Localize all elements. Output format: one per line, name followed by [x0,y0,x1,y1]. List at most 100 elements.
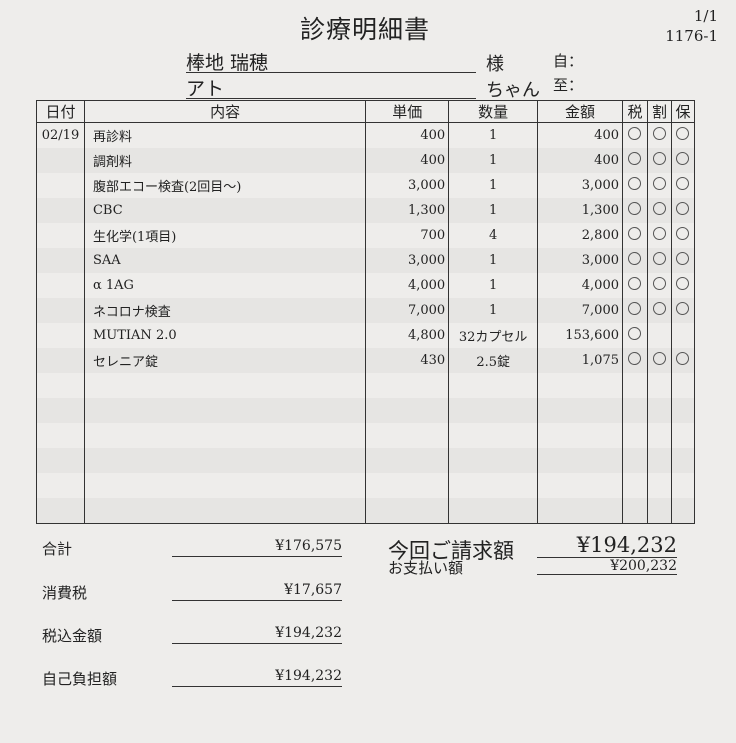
amount-cell: 153,600 [537,323,623,348]
circle-mark-icon [652,277,666,290]
empty-cell [670,398,696,423]
from-label: 自： [553,52,584,70]
empty-cell [646,423,672,448]
page-info: 1/1 1176-1 [665,6,718,46]
empty-cell [36,498,85,524]
price-cell: 3,000 [365,248,450,273]
amount-cell: 7,000 [537,298,623,323]
circle-mark-icon [676,252,690,265]
empty-cell [646,398,672,423]
amount-cell: 1,075 [537,348,623,373]
quantity-cell: 1 [448,273,539,298]
detail-table: 日付 内容 単価 数量 金額税割保 02/19 再診料 400 1 400 調剤料 40… [36,100,696,524]
price-cell: 400 [365,122,450,148]
table-row: 生化学(1項目) 700 4 2,800 [36,223,696,248]
column-header: 日付 [36,100,85,123]
empty-cell [670,473,696,498]
quantity-cell: 1 [448,198,539,223]
quantity-cell: 32カプセル [448,323,539,348]
summary-value: ¥176,575 [172,538,342,557]
circle-mark-icon [676,177,690,190]
column-header: 数量 [448,100,539,123]
empty-cell [537,373,623,398]
table-row: 02/19 再診料 400 1 400 [36,122,696,148]
summary-value: ¥194,232 [172,625,342,644]
empty-cell [537,398,623,423]
quantity-cell: 2.5錠 [448,348,539,373]
mark-cell [622,223,648,248]
empty-cell [83,498,367,524]
circle-mark-icon [676,352,690,365]
empty-cell [448,498,539,524]
mark-cell [670,248,696,273]
price-cell: 700 [365,223,450,248]
empty-cell [83,448,367,473]
item-cell: 生化学(1項目) [83,223,367,248]
circle-mark-icon [628,302,642,315]
date-cell [36,298,85,323]
empty-cell [83,398,367,423]
empty-cell [622,373,648,398]
table-row [36,498,696,524]
mark-cell [646,323,672,348]
empty-cell [36,398,85,423]
empty-cell [646,448,672,473]
empty-cell [537,473,623,498]
amount-cell: 4,000 [537,273,623,298]
table-row [36,398,696,423]
empty-cell [448,423,539,448]
circle-mark-icon [628,227,642,240]
empty-cell [448,398,539,423]
mark-cell [622,173,648,198]
empty-cell [646,373,672,398]
mark-cell [646,122,672,148]
empty-cell [365,498,450,524]
empty-cell [670,373,696,398]
price-cell: 400 [365,148,450,173]
circle-mark-icon [676,227,690,240]
column-header: 内容 [83,100,367,123]
table-row: CBC 1,300 1 1,300 [36,198,696,223]
empty-cell [365,473,450,498]
bill-label: 今回ご請求額 [388,539,514,563]
table-row: ネコロナ検査 7,000 1 7,000 [36,298,696,323]
mark-cell [646,198,672,223]
empty-cell [622,423,648,448]
circle-mark-icon [628,127,642,140]
summary-value: ¥194,232 [172,668,342,687]
pet-name: アト [186,74,476,100]
amount-cell: 3,000 [537,248,623,273]
mark-cell [646,248,672,273]
quantity-cell: 1 [448,298,539,323]
item-cell: セレニア錠 [83,348,367,373]
table-row [36,473,696,498]
mark-cell [646,148,672,173]
empty-cell [36,423,85,448]
empty-cell [365,398,450,423]
mark-cell [670,223,696,248]
price-cell: 4,800 [365,323,450,348]
table-row: MUTIAN 2.0 4,800 32カプセル 153,600 [36,323,696,348]
mark-cell [646,298,672,323]
payment-value: ¥200,232 [537,558,677,575]
circle-mark-icon [652,202,666,215]
mark-cell [670,323,696,348]
circle-mark-icon [628,277,642,290]
empty-cell [36,448,85,473]
column-header: 保 [670,100,696,123]
item-cell: MUTIAN 2.0 [83,323,367,348]
mark-cell [670,122,696,148]
empty-cell [622,398,648,423]
payment-label: お支払い額 [388,559,464,577]
summary-label: 消費税 [42,584,88,602]
price-cell: 7,000 [365,298,450,323]
date-cell [36,198,85,223]
table-row [36,448,696,473]
empty-cell [83,373,367,398]
date-cell [36,348,85,373]
item-cell: 調剤料 [83,148,367,173]
column-header: 単価 [365,100,450,123]
item-cell: ネコロナ検査 [83,298,367,323]
empty-cell [622,473,648,498]
document-number: 1176-1 [665,27,718,45]
